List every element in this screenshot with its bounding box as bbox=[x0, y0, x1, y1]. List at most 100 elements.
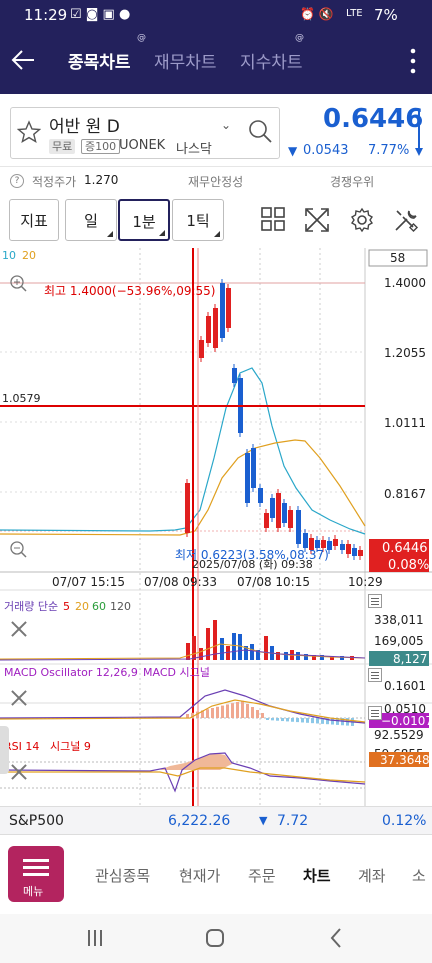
macd-histogram-bar bbox=[186, 714, 189, 718]
favorite-star-icon[interactable] bbox=[16, 120, 42, 148]
help-icon[interactable]: ? bbox=[10, 174, 24, 188]
macd-tag-box bbox=[369, 713, 429, 728]
grid-layout-icon[interactable] bbox=[261, 207, 285, 235]
recent-apps-icon[interactable] bbox=[86, 928, 104, 952]
nav-order[interactable]: 주문 bbox=[248, 867, 276, 885]
macd-histogram-bar bbox=[206, 709, 209, 718]
volume-tick-2: 169,005 bbox=[374, 634, 424, 648]
home-icon[interactable] bbox=[205, 928, 225, 952]
menu-label: 메뉴 bbox=[23, 885, 44, 898]
rsi-pane-menu-icon[interactable] bbox=[368, 706, 382, 720]
volume-bars bbox=[186, 620, 354, 660]
back-icon[interactable] bbox=[329, 927, 343, 953]
candle-body bbox=[288, 510, 293, 528]
candle-body bbox=[282, 503, 287, 523]
candle-count-box[interactable] bbox=[368, 249, 428, 267]
nav-more[interactable]: 소 bbox=[412, 867, 426, 885]
rsi-tag-box bbox=[369, 752, 429, 767]
macd-histogram-bar bbox=[256, 710, 259, 718]
macd-pane-menu-icon[interactable] bbox=[368, 668, 382, 682]
crosshair-price-label: 1.0579 bbox=[2, 392, 41, 405]
close-volume-pane-icon[interactable] bbox=[9, 619, 29, 639]
volume-bar bbox=[192, 636, 196, 660]
macd-tick-2: 0.0510 bbox=[384, 702, 426, 716]
x-tick-4: 10:29 bbox=[348, 575, 383, 589]
macd-histogram-bar bbox=[231, 703, 234, 718]
day-label: 일 bbox=[84, 212, 98, 230]
ma20-legend: 20 bbox=[22, 249, 36, 262]
volume-ma-line bbox=[0, 643, 366, 660]
candlestick-chart[interactable]: 58 1.4000 1.2055 1.0111 0.8167 10 20 1.0… bbox=[0, 248, 432, 806]
zoom-out-icon[interactable] bbox=[10, 541, 27, 558]
macd-histogram-bar bbox=[271, 718, 274, 721]
macd-histogram-bar bbox=[286, 718, 289, 722]
macd-histogram-bar bbox=[261, 713, 264, 718]
volume-pane-menu-icon[interactable] bbox=[368, 594, 382, 608]
macd-histogram-bar bbox=[226, 704, 229, 718]
volume-bar bbox=[226, 646, 230, 660]
x-tick-1: 07/07 15:15 bbox=[52, 575, 125, 589]
x-tick-3: 07/08 10:15 bbox=[237, 575, 310, 589]
candle-body bbox=[358, 550, 363, 556]
index-change-pct: 0.12% bbox=[382, 813, 427, 829]
tools-wrench-icon[interactable] bbox=[393, 207, 419, 237]
volume-bar bbox=[304, 654, 308, 660]
candle-body bbox=[315, 540, 320, 548]
indicator-label: 지표 bbox=[20, 212, 48, 230]
fair-price-value: 1.270 bbox=[84, 173, 119, 187]
system-status-icons: ⏰ 🔇 bbox=[300, 7, 334, 21]
volume-bar bbox=[244, 646, 248, 660]
nav-current-price[interactable]: 현재가 bbox=[179, 867, 221, 885]
day-period-button[interactable]: 일 bbox=[65, 199, 117, 241]
volume-bar bbox=[206, 628, 210, 660]
current-price: 0.6446 bbox=[323, 104, 424, 134]
candle-body bbox=[321, 540, 326, 548]
settings-gear-icon[interactable] bbox=[349, 207, 375, 237]
nav-watchlist[interactable]: 관심종목 bbox=[95, 867, 151, 885]
stock-selector[interactable]: 어반 원 D 무료 증100 UONEK 나스닥 ⌄ bbox=[10, 107, 280, 159]
ma10-legend: 10 bbox=[2, 249, 16, 262]
close-rsi-pane-icon[interactable] bbox=[9, 762, 29, 782]
tab-index-chart[interactable]: 지수차트 bbox=[240, 53, 303, 73]
nav-chart[interactable]: 차트 bbox=[303, 867, 331, 885]
macd-tick-1: 0.1601 bbox=[384, 679, 426, 693]
tab-stock-chart[interactable]: 종목차트 bbox=[68, 53, 131, 73]
candle-body bbox=[309, 538, 314, 550]
candle-body bbox=[264, 513, 269, 528]
high-annotation: 최고 1.4000(−53.96%,09:55) bbox=[44, 284, 215, 298]
back-arrow-icon[interactable] bbox=[10, 46, 38, 74]
macd-line bbox=[0, 689, 366, 724]
nav-account[interactable]: 계좌 bbox=[358, 867, 386, 885]
pct-tag: 0.08% bbox=[388, 558, 429, 573]
search-icon[interactable] bbox=[247, 118, 273, 148]
candle-body bbox=[213, 308, 218, 348]
candle-count: 58 bbox=[390, 251, 405, 265]
index-ticker-strip[interactable]: S&P500 6,222.26 ▼ 7.72 0.12% bbox=[0, 806, 432, 835]
tab-financial-chart[interactable]: 재무차트 bbox=[154, 53, 217, 73]
macd-histogram-bar bbox=[211, 708, 214, 718]
macd-histogram-bar bbox=[316, 718, 319, 724]
fullscreen-icon[interactable] bbox=[304, 207, 330, 237]
macd-histogram-bar bbox=[236, 702, 239, 718]
macd-histogram-bar bbox=[311, 718, 314, 724]
close-macd-pane-icon[interactable] bbox=[9, 688, 29, 708]
menu-button[interactable]: 메뉴 bbox=[8, 846, 64, 902]
chevron-down-icon[interactable]: ⌄ bbox=[221, 118, 232, 132]
tick-period-button[interactable]: 1틱 bbox=[172, 199, 224, 241]
candle-body bbox=[303, 533, 308, 548]
tab-badge-icon: @ bbox=[295, 33, 304, 43]
chart-area[interactable]: 58 1.4000 1.2055 1.0111 0.8167 10 20 1.0… bbox=[0, 248, 432, 806]
volume-ma60: 60 bbox=[92, 600, 106, 613]
more-options-icon[interactable] bbox=[409, 48, 417, 76]
side-drawer-handle[interactable] bbox=[0, 726, 9, 774]
rsi-overbought-area bbox=[160, 753, 232, 770]
volume-ma-line bbox=[0, 649, 366, 661]
competitive-advantage-label: 경쟁우위 bbox=[330, 175, 375, 189]
macd-histogram-bar bbox=[326, 718, 329, 725]
volume-ma5: 5 bbox=[63, 600, 70, 613]
price-change-pct: 7.77% bbox=[368, 143, 410, 158]
minute-period-button[interactable]: 1분 bbox=[118, 199, 170, 241]
low-annotation: 최저 0.6223(3.58%,08:37) bbox=[175, 548, 329, 562]
zoom-in-icon[interactable] bbox=[10, 275, 27, 292]
indicator-button[interactable]: 지표 bbox=[9, 199, 59, 241]
